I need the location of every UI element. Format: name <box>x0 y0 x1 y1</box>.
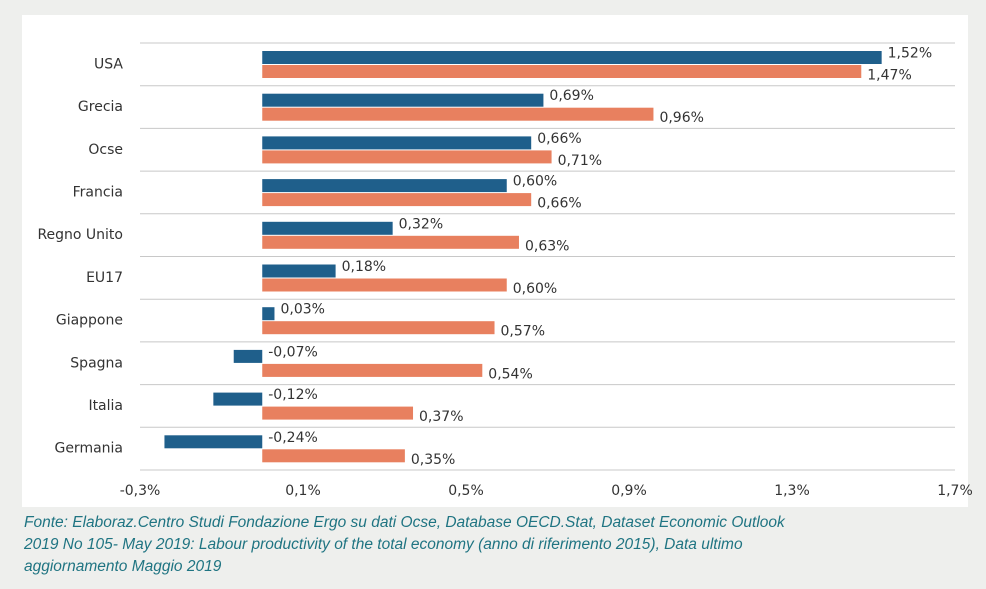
value-label: 0,63% <box>525 238 569 254</box>
category-label: Ocse <box>88 142 123 158</box>
category-label: Italia <box>88 398 123 414</box>
value-label: 0,57% <box>501 324 545 340</box>
category-label: Giappone <box>56 313 123 329</box>
bar <box>262 193 532 207</box>
value-label: 0,37% <box>419 409 463 425</box>
x-tick-label: 0,1% <box>285 483 321 499</box>
x-tick-label: 0,9% <box>611 483 647 499</box>
bar <box>262 264 336 278</box>
x-tick-label: 1,7% <box>937 483 973 499</box>
source-note: aggiornamento Maggio 2019 <box>24 558 222 575</box>
value-label: 0,66% <box>537 196 581 212</box>
bar <box>262 278 507 292</box>
category-label: Spagna <box>70 355 123 371</box>
bar <box>262 136 532 150</box>
bar <box>262 363 483 377</box>
value-label: 0,32% <box>399 216 443 232</box>
value-label: 0,96% <box>659 110 703 126</box>
category-label: Regno Unito <box>37 227 123 243</box>
value-label: 0,60% <box>513 174 557 190</box>
bar <box>262 93 544 107</box>
value-label: -0,07% <box>268 344 318 360</box>
bar <box>164 435 263 449</box>
bar <box>262 235 519 249</box>
value-label: 0,71% <box>558 153 602 169</box>
bar <box>262 449 405 463</box>
x-tick-label: 0,5% <box>448 483 484 499</box>
bar <box>262 107 654 121</box>
value-label: 1,52% <box>888 46 932 62</box>
value-label: 0,03% <box>280 302 324 318</box>
value-label: 0,69% <box>549 88 593 104</box>
bar <box>262 321 495 335</box>
value-label: 0,54% <box>488 366 532 382</box>
bar <box>262 221 393 235</box>
value-label: -0,12% <box>268 387 318 403</box>
bar <box>262 179 507 193</box>
value-label: -0,24% <box>268 430 318 446</box>
bar <box>213 392 263 406</box>
source-note: 2019 No 105- May 2019: Labour productivi… <box>23 536 743 553</box>
bar <box>262 150 552 164</box>
category-label: Francia <box>73 184 123 200</box>
plot-panel <box>22 15 968 507</box>
category-label: Germania <box>54 441 123 457</box>
category-label: EU17 <box>86 270 123 286</box>
x-tick-label: 1,3% <box>774 483 810 499</box>
x-tick-label: -0,3% <box>120 483 161 499</box>
bar <box>262 65 862 78</box>
source-note: Fonte: Elaboraz.Centro Studi Fondazione … <box>24 514 786 531</box>
bar <box>262 406 414 420</box>
value-label: 0,66% <box>537 131 581 147</box>
value-label: 0,35% <box>411 452 455 468</box>
value-label: 0,60% <box>513 281 557 297</box>
bar <box>262 51 882 64</box>
bar <box>262 307 275 321</box>
category-label: USA <box>94 56 123 72</box>
category-label: Grecia <box>78 99 123 115</box>
value-label: 0,18% <box>342 259 386 275</box>
bar <box>233 349 263 363</box>
value-label: 1,47% <box>867 68 911 84</box>
